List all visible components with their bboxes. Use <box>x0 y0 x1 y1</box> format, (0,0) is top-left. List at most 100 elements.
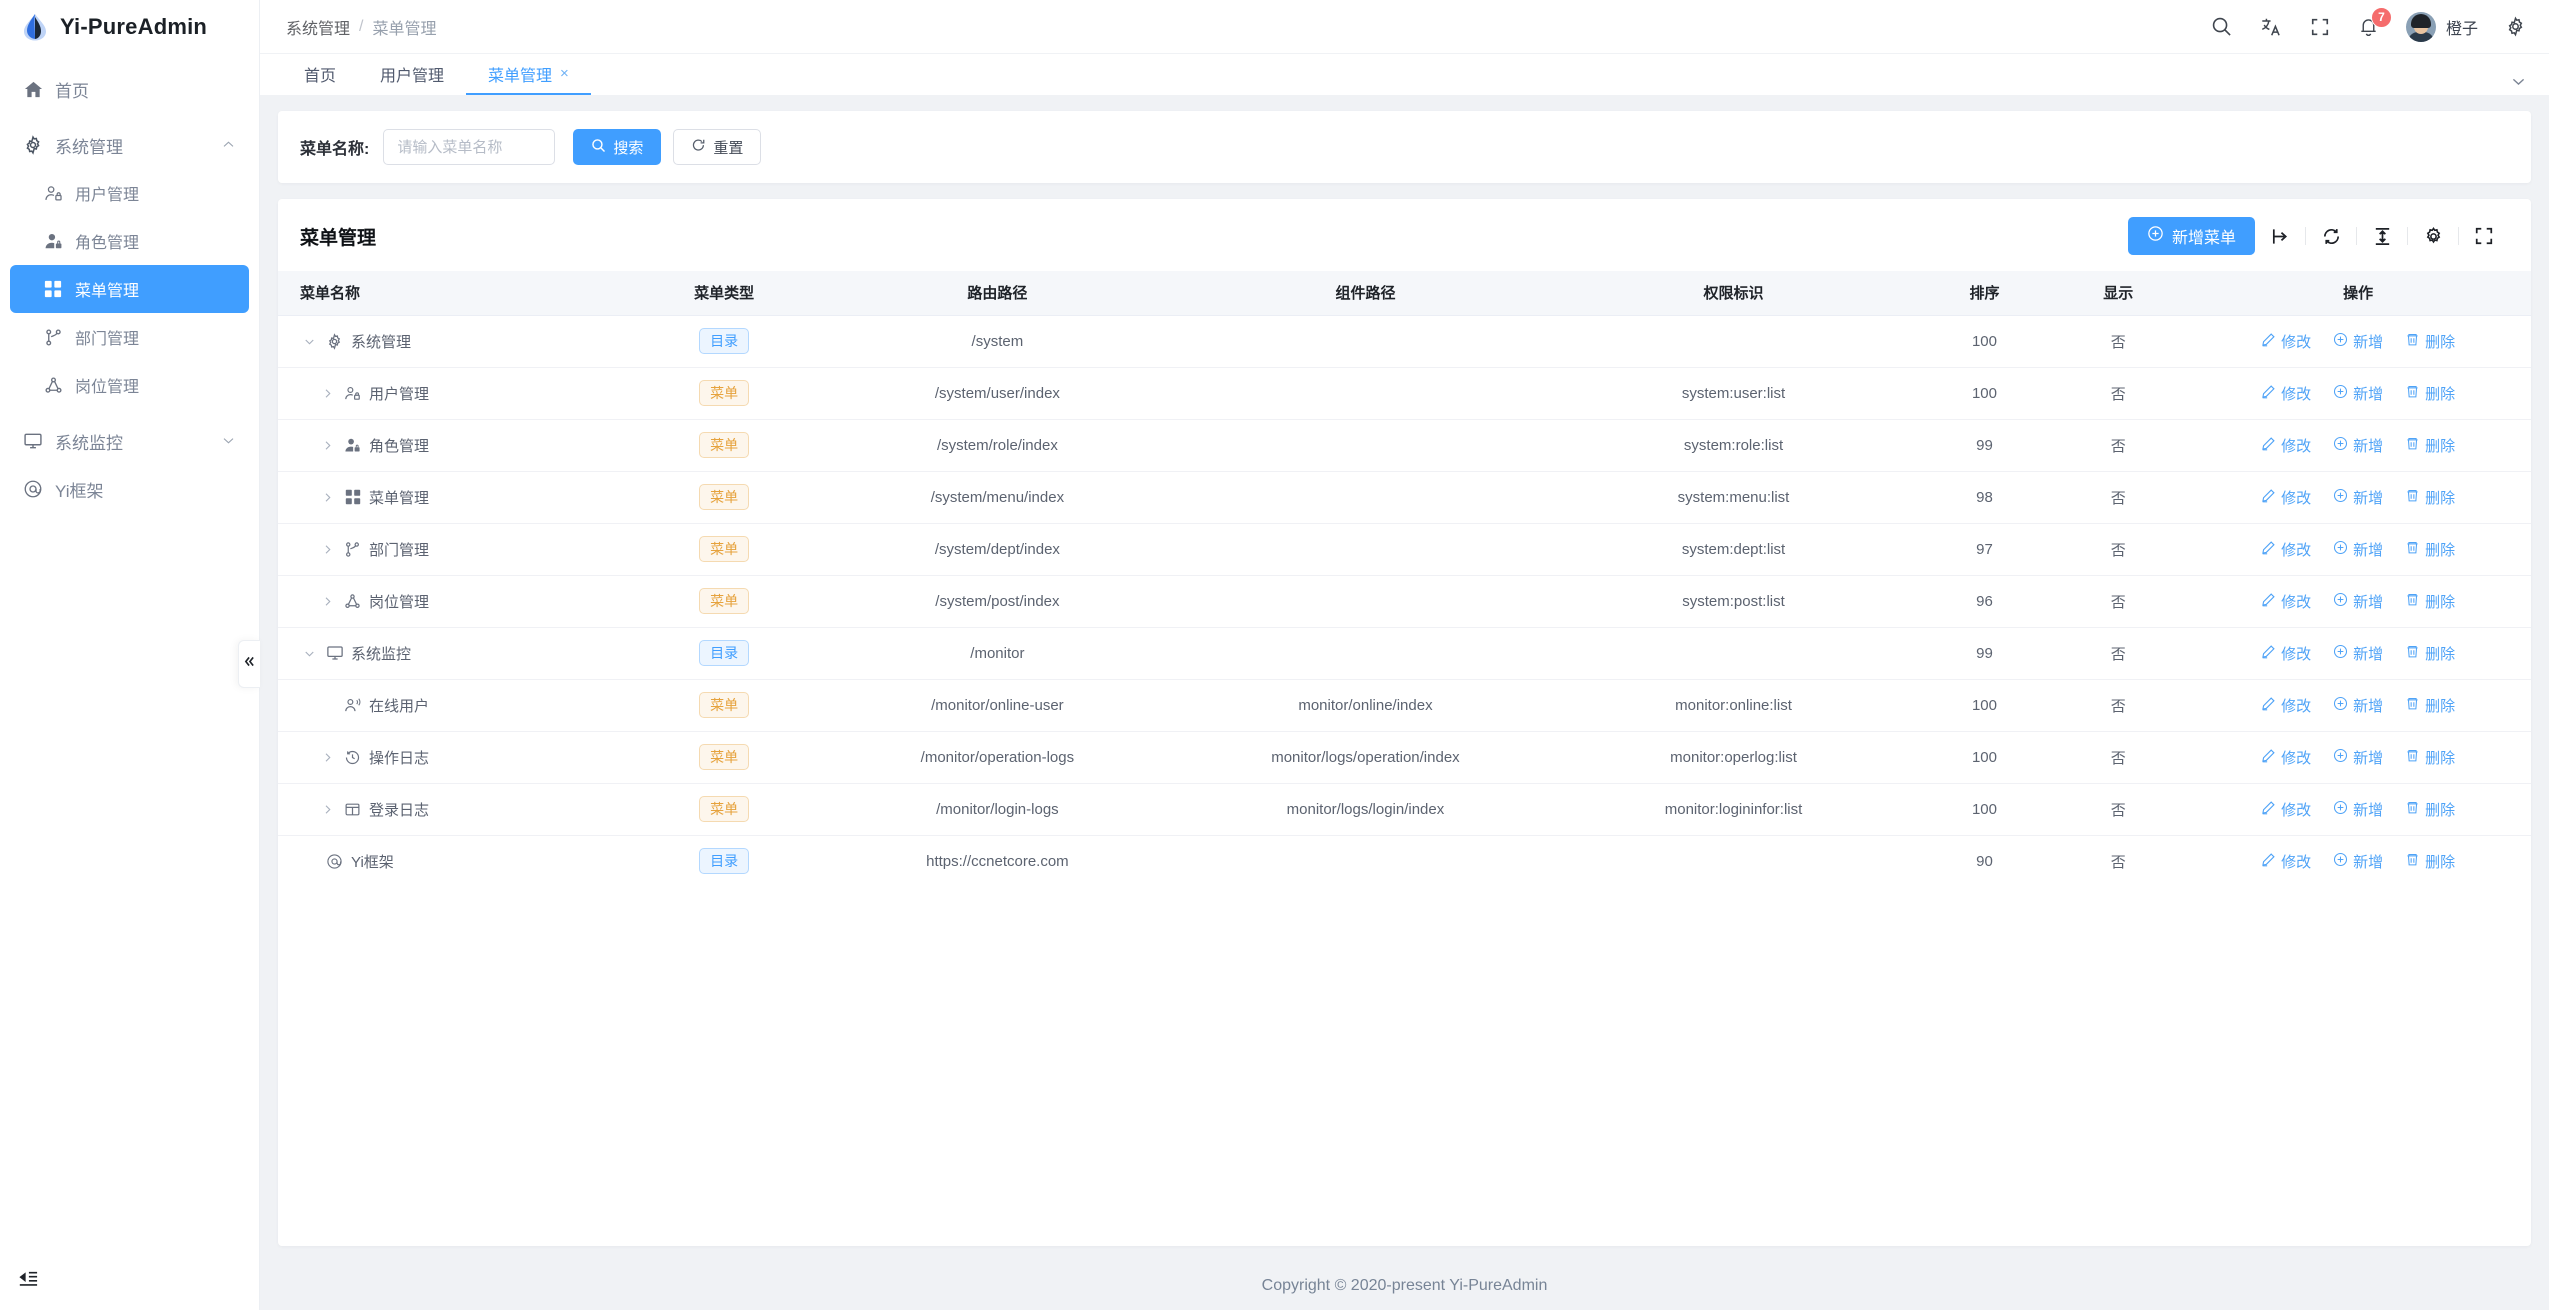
table-row[interactable]: 系统监控 目录 /monitor 99 否 修改 新增 删除 <box>278 627 2531 680</box>
sidebar-item-yi-framework[interactable]: Yi框架 <box>0 465 259 513</box>
chevron-right-icon[interactable] <box>318 592 336 610</box>
action-修改[interactable]: 修改 <box>2261 435 2311 456</box>
action-新增[interactable]: 新增 <box>2333 695 2383 716</box>
chevron-right-icon[interactable] <box>318 748 336 766</box>
fullscreen-icon[interactable] <box>2308 15 2332 39</box>
indent-left-icon[interactable] <box>18 1269 38 1294</box>
cell-actions: 修改 新增 删除 <box>2185 627 2531 680</box>
action-删除[interactable]: 删除 <box>2405 747 2455 768</box>
user-name: 橙子 <box>2445 20 2478 38</box>
table-body: 系统管理 目录 /system 100 否 修改 新增 删除 用户管理 <box>278 315 2531 887</box>
action-删除[interactable]: 删除 <box>2405 695 2455 716</box>
trash-icon <box>2405 800 2420 819</box>
search-button[interactable]: 搜索 <box>573 129 662 165</box>
content-area: 菜单名称: 搜索 重置 <box>260 95 2549 1310</box>
sidebar-item-menu-mgmt[interactable]: 菜单管理 <box>10 265 249 313</box>
sidebar-item-dept-mgmt[interactable]: 部门管理 <box>0 313 259 361</box>
chevron-right-icon[interactable] <box>318 540 336 558</box>
tab-user-mgmt[interactable]: 用户管理 <box>358 54 466 95</box>
tab-menu-mgmt[interactable]: 菜单管理 × <box>466 54 591 95</box>
close-icon[interactable]: × <box>560 65 569 82</box>
action-新增[interactable]: 新增 <box>2333 435 2383 456</box>
action-修改[interactable]: 修改 <box>2261 799 2311 820</box>
action-新增[interactable]: 新增 <box>2333 539 2383 560</box>
action-删除[interactable]: 删除 <box>2405 591 2455 612</box>
sidebar-collapse-button[interactable] <box>238 640 260 688</box>
search-icon[interactable] <box>2210 15 2234 39</box>
brand-logo[interactable]: Yi-PureAdmin <box>0 0 259 53</box>
table-row[interactable]: 系统管理 目录 /system 100 否 修改 新增 删除 <box>278 315 2531 368</box>
action-删除[interactable]: 删除 <box>2405 487 2455 508</box>
sidebar-item-user-mgmt[interactable]: 用户管理 <box>0 169 259 217</box>
chevron-right-icon[interactable] <box>318 384 336 402</box>
action-新增[interactable]: 新增 <box>2333 591 2383 612</box>
action-修改[interactable]: 修改 <box>2261 747 2311 768</box>
action-删除[interactable]: 删除 <box>2405 539 2455 560</box>
action-新增[interactable]: 新增 <box>2333 643 2383 664</box>
user-menu[interactable]: 橙子 <box>2405 11 2478 42</box>
action-删除[interactable]: 删除 <box>2405 799 2455 820</box>
chevron-right-icon[interactable] <box>318 488 336 506</box>
action-修改[interactable]: 修改 <box>2261 695 2311 716</box>
expand-collapse-icon[interactable] <box>2267 223 2293 249</box>
settings-icon[interactable] <box>2420 223 2446 249</box>
table-row[interactable]: 操作日志 菜单 /monitor/operation-logs monitor/… <box>278 731 2531 784</box>
chevron-right-icon[interactable] <box>318 800 336 818</box>
cell-component <box>1181 575 1550 628</box>
translate-icon[interactable] <box>2259 15 2283 39</box>
sidebar-item-system[interactable]: 系统管理 <box>0 121 259 169</box>
action-删除[interactable]: 删除 <box>2405 383 2455 404</box>
action-删除[interactable]: 删除 <box>2405 643 2455 664</box>
table-row[interactable]: 登录日志 菜单 /monitor/login-logs monitor/logs… <box>278 783 2531 836</box>
page-title: 菜单管理 <box>300 227 377 249</box>
cell-order: 98 <box>1917 471 2052 524</box>
breadcrumb-item-parent[interactable]: 系统管理 <box>286 20 351 38</box>
reset-button[interactable]: 重置 <box>673 129 762 165</box>
chevron-right-icon[interactable] <box>318 436 336 454</box>
chevron-down-icon[interactable] <box>300 644 318 662</box>
density-icon[interactable] <box>2369 223 2395 249</box>
table-row[interactable]: 角色管理 菜单 /system/role/index system:role:l… <box>278 419 2531 472</box>
tab-home[interactable]: 首页 <box>282 54 358 95</box>
bell-icon[interactable]: 7 <box>2357 6 2392 39</box>
table-row[interactable]: 部门管理 菜单 /system/dept/index system:dept:l… <box>278 523 2531 576</box>
action-删除[interactable]: 删除 <box>2405 851 2455 872</box>
action-新增[interactable]: 新增 <box>2333 799 2383 820</box>
table-row[interactable]: Yi框架 目录 https://ccnetcore.com 90 否 修改 新增… <box>278 835 2531 887</box>
action-修改[interactable]: 修改 <box>2261 331 2311 352</box>
action-新增[interactable]: 新增 <box>2333 851 2383 872</box>
action-删除[interactable]: 删除 <box>2405 331 2455 352</box>
action-修改[interactable]: 修改 <box>2261 851 2311 872</box>
sidebar-item-post-mgmt[interactable]: 岗位管理 <box>0 361 259 409</box>
table-row[interactable]: 菜单管理 菜单 /system/menu/index system:menu:l… <box>278 471 2531 524</box>
action-新增[interactable]: 新增 <box>2333 331 2383 352</box>
search-form: 菜单名称: 搜索 重置 <box>278 111 2531 183</box>
fullscreen-icon[interactable] <box>2471 223 2497 249</box>
role-icon <box>42 230 64 252</box>
cell-component <box>1181 471 1550 524</box>
action-删除[interactable]: 删除 <box>2405 435 2455 456</box>
sidebar-item-monitor[interactable]: 系统监控 <box>0 417 259 465</box>
tab-overflow-button[interactable] <box>2510 73 2549 95</box>
action-新增[interactable]: 新增 <box>2333 747 2383 768</box>
chevron-down-icon[interactable] <box>300 332 318 350</box>
action-新增[interactable]: 新增 <box>2333 487 2383 508</box>
sidebar-item-role-mgmt[interactable]: 角色管理 <box>0 217 259 265</box>
action-修改[interactable]: 修改 <box>2261 487 2311 508</box>
table-row[interactable]: 岗位管理 菜单 /system/post/index system:post:l… <box>278 575 2531 628</box>
table-row[interactable]: 在线用户 菜单 /monitor/online-user monitor/onl… <box>278 679 2531 732</box>
cell-name: 部门管理 <box>278 523 635 576</box>
action-修改[interactable]: 修改 <box>2261 643 2311 664</box>
action-修改[interactable]: 修改 <box>2261 539 2311 560</box>
search-input[interactable] <box>383 129 556 165</box>
action-新增[interactable]: 新增 <box>2333 383 2383 404</box>
action-label: 新增 <box>2353 853 2384 871</box>
gear-icon[interactable] <box>2503 15 2527 39</box>
action-修改[interactable]: 修改 <box>2261 591 2311 612</box>
sidebar-item-home[interactable]: 首页 <box>0 65 259 113</box>
action-修改[interactable]: 修改 <box>2261 383 2311 404</box>
table-row[interactable]: 用户管理 菜单 /system/user/index system:user:l… <box>278 367 2531 420</box>
cell-visible: 否 <box>2051 679 2186 732</box>
add-menu-button[interactable]: 新增菜单 <box>2127 217 2255 255</box>
refresh-icon[interactable] <box>2318 223 2344 249</box>
